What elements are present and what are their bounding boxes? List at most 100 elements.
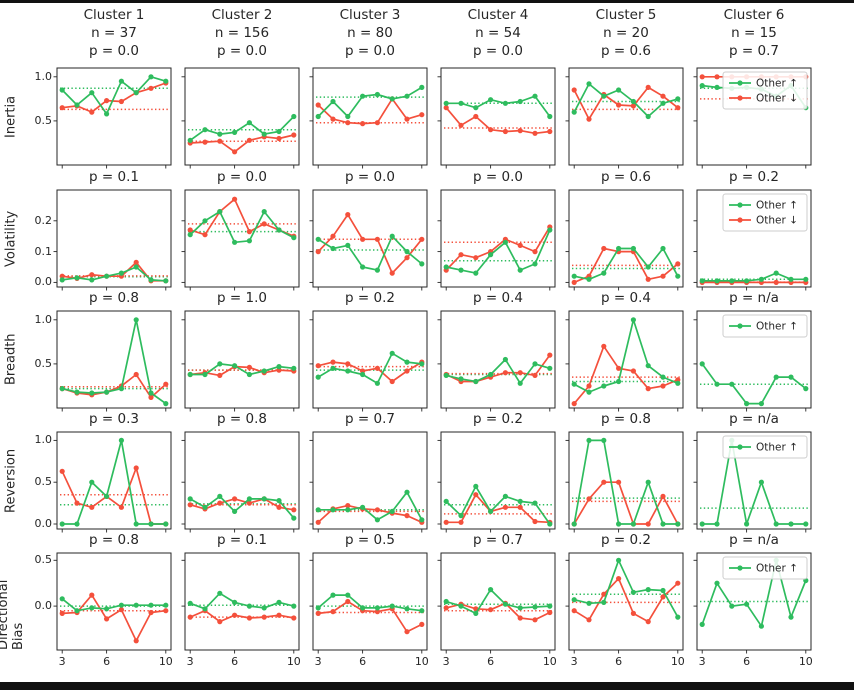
series-marker	[699, 83, 705, 89]
series-marker	[104, 98, 110, 104]
series-marker	[187, 502, 193, 508]
series-marker	[232, 496, 238, 502]
series-marker	[547, 113, 553, 120]
subplot-header: Cluster 5 n = 20 p = 0.6	[561, 6, 691, 60]
series-marker	[517, 380, 523, 386]
series-marker	[133, 317, 139, 323]
subplot-reversion-c3	[309, 431, 428, 533]
subplot-p-title: p = 0.2	[345, 290, 395, 306]
series-marker	[488, 587, 494, 593]
series-marker	[330, 507, 336, 513]
series-marker	[502, 370, 508, 376]
subplot-p-title: p = 0.2	[473, 411, 523, 427]
series-marker	[547, 609, 553, 616]
series-marker	[133, 371, 139, 378]
series-marker	[473, 255, 479, 261]
series-marker	[232, 239, 238, 245]
legend-label: Other ↑	[756, 321, 798, 333]
series-marker	[232, 196, 238, 202]
series-marker	[246, 137, 252, 143]
series-marker	[59, 105, 65, 111]
series-marker	[133, 465, 139, 471]
series-marker	[601, 93, 607, 99]
series-marker	[374, 380, 380, 386]
series-marker	[788, 614, 794, 620]
series-marker	[473, 492, 479, 498]
y-tick-label: 0.5	[34, 356, 53, 370]
subplot-breadth-c5	[565, 310, 684, 412]
x-tick-label: 10	[158, 655, 173, 668]
series-marker	[488, 252, 494, 258]
subplot-p-title: p = 0.0	[345, 169, 395, 185]
series-marker	[699, 361, 705, 367]
series-marker	[443, 264, 449, 270]
series-marker	[616, 87, 622, 93]
series-marker	[360, 371, 366, 378]
series-marker	[217, 372, 223, 378]
series-marker	[675, 105, 681, 111]
series-marker	[389, 378, 395, 385]
series-marker	[586, 383, 592, 389]
series-marker	[261, 496, 267, 502]
series-marker	[59, 596, 65, 602]
series-marker	[374, 236, 380, 242]
series-marker	[547, 365, 553, 371]
series-marker	[675, 96, 681, 102]
x-tick-label: 6	[359, 655, 367, 668]
series-marker	[374, 91, 380, 98]
series-marker	[232, 599, 238, 605]
cluster-n: n = 15	[731, 25, 777, 41]
series-marker	[630, 368, 636, 374]
subplot-reversion-c4	[437, 431, 556, 533]
series-marker	[59, 277, 65, 283]
series-marker	[345, 242, 351, 248]
y-tick-label: 0.0	[34, 516, 53, 530]
series-marker	[517, 267, 523, 273]
series-marker	[404, 255, 410, 261]
series-marker	[202, 232, 208, 238]
series-marker	[118, 386, 124, 392]
series-marker	[163, 602, 169, 608]
series-line	[573, 86, 679, 120]
subplot-volatility-c3	[309, 189, 428, 291]
series-marker	[473, 483, 479, 489]
series-marker	[246, 496, 252, 502]
series-marker	[74, 102, 80, 108]
bottom-border-bar	[0, 682, 854, 690]
series-marker	[517, 498, 523, 504]
series-marker	[419, 236, 425, 242]
series-marker	[488, 508, 494, 514]
series-marker	[645, 479, 651, 485]
subplot-breadth-c2	[181, 310, 300, 412]
series-marker	[645, 264, 651, 270]
subplot-inertia-c1	[53, 67, 172, 169]
series-marker	[547, 227, 553, 233]
series-marker	[217, 493, 223, 499]
series-marker	[133, 264, 139, 270]
x-tick-label: 3	[58, 655, 66, 668]
series-marker	[276, 612, 282, 618]
series-marker	[315, 363, 321, 369]
subplot-p-title: p = 0.5	[345, 532, 395, 548]
subplot-p-title: p = n/a	[729, 411, 779, 427]
series-marker	[315, 102, 321, 108]
series-marker	[118, 270, 124, 276]
series-marker	[389, 233, 395, 239]
series-marker	[374, 365, 380, 371]
series-marker	[232, 612, 238, 618]
series-marker	[616, 521, 622, 527]
cluster-p: p = 0.0	[473, 43, 523, 59]
series-marker	[104, 606, 110, 612]
legend-label: Other ↑	[756, 200, 798, 212]
subplot-directional-bias-c1	[53, 552, 172, 654]
series-marker	[59, 610, 65, 616]
series-marker	[148, 277, 154, 283]
series-marker	[291, 515, 297, 521]
series-marker	[89, 277, 95, 283]
series-marker	[788, 521, 794, 527]
series-marker	[675, 580, 681, 586]
series-line	[61, 75, 167, 115]
series-marker	[330, 365, 336, 371]
series-marker	[315, 519, 321, 525]
cluster-n: n = 80	[347, 25, 393, 41]
